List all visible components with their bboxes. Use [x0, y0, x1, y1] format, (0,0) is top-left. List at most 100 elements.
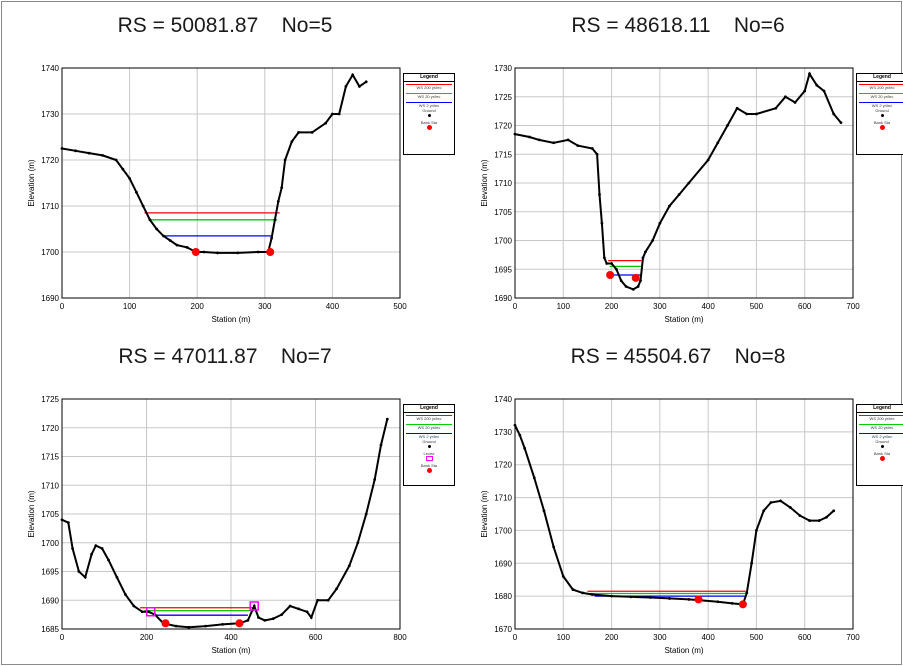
ground-point	[270, 236, 273, 240]
ground-point	[373, 478, 377, 481]
ground-point	[273, 218, 277, 222]
y-tick-label: 1715	[494, 150, 512, 159]
x-tick-label: 300	[653, 302, 667, 311]
x-tick-label: 400	[701, 633, 715, 642]
cross-section-plot: 0 200 400 600 800 1685 1690 1695 1700 1705 1710 171…	[27, 395, 407, 655]
y-tick-label: 1725	[41, 395, 59, 404]
ground-point	[716, 141, 720, 145]
ground-point	[185, 246, 189, 249]
y-tick-label: 1730	[494, 428, 512, 437]
y-tick-label: 1690	[494, 559, 512, 568]
ground-point	[762, 509, 766, 513]
y-tick-label: 1690	[41, 294, 59, 303]
ground-point	[168, 239, 172, 242]
levee-marker	[249, 601, 259, 611]
ground-point	[77, 570, 81, 573]
ground-point	[107, 558, 110, 562]
y-tick-label: 1700	[494, 526, 512, 535]
ground-point	[364, 512, 368, 516]
x-tick-label: 0	[513, 302, 518, 311]
grid	[514, 67, 854, 299]
x-tick-label: 500	[750, 302, 764, 311]
y-tick-label: 1710	[41, 481, 59, 490]
y-tick-label: 1700	[41, 539, 59, 548]
cross-section-panel-no7: RS = 47011.87 No=7 0 200 400 600 800 1685 1690…	[0, 331, 455, 662]
y-tick-label: 1690	[41, 596, 59, 605]
y-tick-label: 1740	[41, 64, 59, 73]
bank-station-marker	[191, 248, 200, 256]
ground-point	[532, 476, 536, 480]
ground-point	[658, 221, 662, 225]
ground-point	[290, 140, 294, 144]
y-tick-label: 1730	[41, 110, 59, 119]
x-axis-label: Station (m)	[664, 646, 703, 655]
ground-point	[162, 234, 165, 238]
ground-point	[364, 80, 368, 84]
ground-point	[134, 190, 138, 194]
ground-point	[687, 598, 691, 601]
y-tick-label: 1685	[41, 625, 59, 634]
y-tick-label: 1695	[41, 568, 59, 577]
ground-point	[631, 287, 635, 291]
plot-area-border	[514, 398, 854, 630]
grid	[514, 398, 854, 630]
legend: Legend WS 200 yr/lec WS 20 yr/lec WS 2 yr/l…	[856, 73, 903, 155]
ground-point	[337, 112, 341, 116]
y-tick-label: 1730	[494, 64, 512, 73]
ground-point	[347, 564, 351, 568]
ground-point	[566, 138, 570, 142]
ground-point	[769, 501, 773, 504]
ground-point	[788, 506, 792, 509]
ground-point	[636, 285, 640, 288]
legend-entry: WS 20 yr/lec	[857, 91, 903, 100]
ground-point	[94, 544, 98, 548]
x-tick-label: 200	[191, 302, 205, 311]
x-tick-label: 0	[60, 633, 65, 642]
plot-area-border	[61, 398, 401, 630]
ground-point	[309, 616, 313, 619]
bank-station-marker	[631, 273, 640, 282]
ground-point	[132, 604, 136, 608]
x-tick-label: 800	[393, 633, 407, 642]
ground-point	[755, 529, 758, 532]
chart-title: RS = 45504.67 No=8	[570, 345, 786, 368]
ground-point	[571, 588, 575, 591]
ground-point	[358, 85, 361, 88]
ground-point	[726, 124, 729, 127]
legend-title: Legend	[857, 405, 903, 413]
ground-point	[706, 158, 710, 162]
y-tick-label: 1700	[494, 237, 512, 246]
ground-point	[825, 515, 828, 519]
legend-entry: Ground	[857, 440, 903, 452]
cross-section-panel-no8: RS = 45504.67 No=8 0 100 200 300 400 500 600 70…	[453, 331, 903, 662]
ground-point	[518, 433, 522, 437]
ground-point	[784, 95, 787, 99]
cross-section-plot: 0 100 200 300 400 500 1690 1700 1710 1720 1730 1740…	[27, 64, 407, 324]
legend-entry: Ground	[404, 440, 454, 452]
ground-point	[204, 624, 208, 628]
ground-point	[590, 147, 594, 150]
y-tick-label: 1710	[494, 494, 512, 503]
ground-point	[123, 593, 127, 596]
ground-point	[839, 121, 843, 125]
ground-point	[815, 83, 819, 87]
ground-point	[793, 101, 797, 104]
x-tick-label: 300	[653, 633, 667, 642]
ground-point	[600, 221, 604, 225]
ground-point	[297, 607, 300, 611]
y-tick-label: 1720	[41, 156, 59, 165]
ground-point	[651, 239, 655, 242]
ground-point	[280, 186, 284, 190]
ground-point	[745, 112, 749, 116]
x-tick-label: 700	[846, 633, 860, 642]
ground-point	[71, 547, 74, 550]
ground-point	[141, 204, 145, 208]
ground-point	[147, 610, 151, 614]
ground-point	[595, 152, 599, 156]
ground-point	[643, 250, 647, 254]
ground-point	[803, 89, 807, 93]
ground-point	[808, 519, 811, 522]
ground-point	[808, 72, 811, 76]
ground-point	[619, 279, 623, 283]
ground-point	[528, 135, 531, 139]
